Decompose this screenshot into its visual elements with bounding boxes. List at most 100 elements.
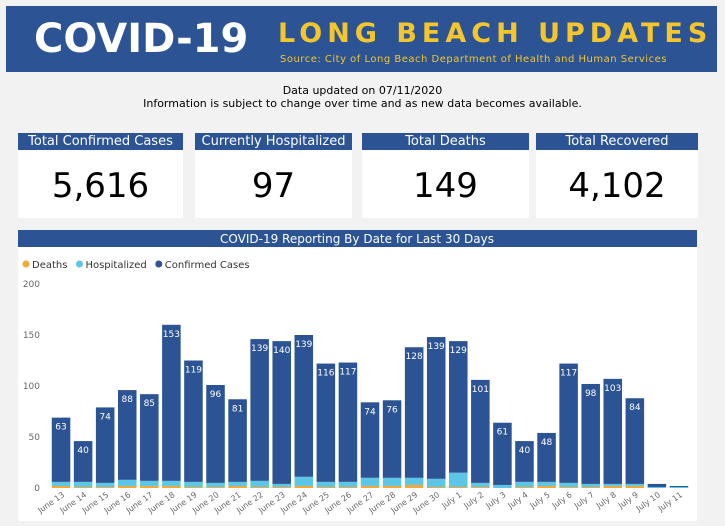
bar-segment — [515, 441, 534, 482]
bar-segment — [250, 339, 269, 481]
kpi-card: Currently Hospitalized 97 — [195, 133, 352, 218]
data-label: 153 — [163, 330, 180, 340]
data-label: 139 — [428, 342, 445, 352]
bar-segment — [73, 481, 93, 487]
kpi-card: Total Deaths 149 — [362, 133, 529, 218]
x-tick-label: July 6 — [550, 490, 574, 511]
legend-label: Confirmed Cases — [165, 260, 250, 271]
bar-segment — [294, 335, 314, 477]
bar-segment — [471, 482, 490, 487]
bar-segment — [73, 441, 93, 482]
bar-segment — [559, 482, 578, 487]
bar-segment — [117, 390, 137, 480]
bar-segment — [537, 481, 556, 486]
kpi-value: 5,616 — [51, 166, 150, 206]
legend-label: Deaths — [32, 260, 67, 271]
legend-swatch — [155, 260, 163, 268]
bar-segment — [184, 481, 203, 487]
legend-label: Hospitalized — [85, 260, 146, 271]
bar-segment — [272, 486, 291, 488]
bar-segment — [140, 480, 159, 486]
kpi-value: 149 — [413, 166, 478, 206]
kpi-label: Total Deaths — [362, 133, 529, 150]
bar-segment — [426, 337, 446, 479]
bar-segment — [493, 422, 512, 485]
bar-segment — [625, 398, 645, 484]
y-tick-label: 0 — [34, 484, 40, 494]
banner-source: Source: City of Long Beach Department of… — [280, 54, 667, 65]
y-tick-label: 150 — [23, 331, 40, 341]
bar-segment — [404, 347, 424, 478]
data-label: 74 — [99, 412, 111, 422]
bar-segment — [360, 477, 380, 486]
data-label: 84 — [629, 403, 641, 413]
bar-segment — [140, 394, 159, 481]
bar-segment — [338, 362, 358, 482]
bar-segment — [95, 486, 115, 488]
bar-segment — [537, 485, 556, 488]
data-label: 81 — [232, 404, 243, 414]
bar-segment — [581, 383, 600, 484]
bar-segment — [515, 486, 534, 488]
bar-segment — [162, 480, 181, 486]
data-label: 139 — [251, 344, 268, 354]
chart-title: COVID-19 Reporting By Date for Last 30 D… — [220, 232, 494, 246]
bar-segment — [51, 417, 71, 482]
data-label: 140 — [273, 346, 290, 356]
data-label: 103 — [604, 384, 621, 394]
data-label: 85 — [144, 399, 155, 409]
y-tick-label: 200 — [23, 280, 40, 290]
y-tick-label: 50 — [29, 433, 41, 443]
bar-segment — [51, 485, 71, 488]
bar-segment — [338, 486, 358, 488]
bar-segment — [603, 485, 623, 488]
bar-segment — [228, 399, 247, 482]
bar-segment — [162, 324, 181, 481]
data-label: 128 — [406, 352, 423, 362]
bar-segment — [603, 483, 623, 486]
data-label: 117 — [339, 368, 356, 378]
updated-note: Data updated on 07/11/2020 — [282, 84, 443, 97]
bar-segment — [360, 485, 380, 488]
data-label: 129 — [450, 346, 467, 356]
bar-segment — [581, 483, 600, 487]
data-label: 116 — [317, 369, 334, 379]
bar-segment — [95, 407, 115, 483]
bar-segment — [647, 483, 667, 487]
chart-panel: COVID-19 Reporting By Date for Last 30 D… — [18, 230, 697, 521]
bar-segment — [669, 485, 689, 487]
bar-segment — [382, 477, 402, 486]
bar-segment — [294, 476, 314, 486]
bar-segment — [294, 485, 314, 488]
bar-segment — [250, 480, 269, 487]
bar-segment — [404, 477, 424, 485]
x-tick-label: July 10 — [634, 490, 662, 513]
data-label: 96 — [210, 390, 222, 400]
kpi-value: 4,102 — [568, 166, 666, 206]
bar-segment — [316, 486, 336, 488]
data-label: 101 — [472, 385, 489, 395]
x-tick-label: July 4 — [506, 490, 530, 511]
bar-segment — [669, 486, 689, 488]
bar-segment — [537, 432, 556, 482]
x-tick-label: July 11 — [656, 490, 684, 513]
bar-segment — [471, 486, 490, 488]
kpi-label: Total Recovered — [536, 133, 698, 150]
logo: COVID-19 — [34, 16, 249, 62]
bar-segment — [426, 486, 446, 488]
y-tick-label: 100 — [23, 382, 40, 392]
bar-segment — [449, 486, 468, 488]
data-label: 88 — [122, 395, 134, 405]
x-tick-label: July 5 — [528, 490, 552, 511]
bar-segment — [471, 379, 490, 483]
bar-segment — [117, 485, 137, 488]
bar-segment — [95, 482, 115, 487]
banner: COVID-19 LONG BEACH UPDATES Source: City… — [6, 6, 717, 72]
data-label: 76 — [386, 405, 398, 415]
bar-segment — [493, 484, 512, 488]
bar-segment — [426, 478, 446, 487]
bar-segment — [316, 481, 336, 487]
bar-segment — [272, 341, 291, 484]
bar-segment — [117, 479, 137, 486]
